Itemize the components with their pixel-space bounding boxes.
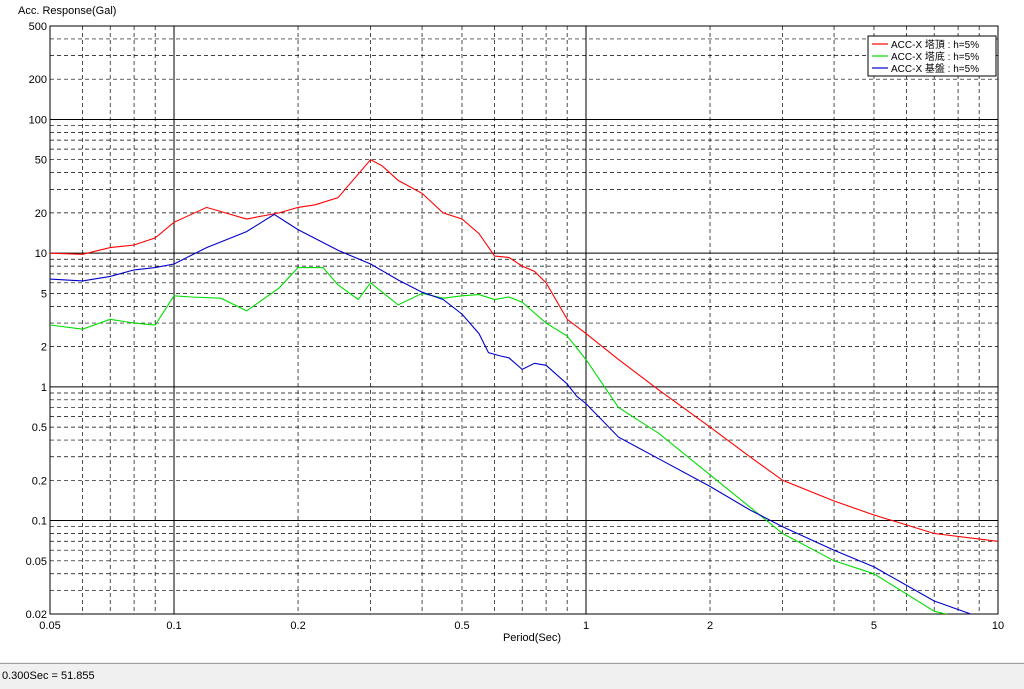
- y-axis-label: Acc. Response(Gal): [18, 5, 117, 17]
- plot-frame: [49, 25, 999, 615]
- x-axis-label: Period(Sec): [503, 632, 561, 644]
- x-tick-label: 1: [583, 620, 589, 632]
- y-tick-label: 500: [29, 21, 47, 33]
- x-tick-label: 5: [871, 620, 877, 632]
- series-line-2: [50, 213, 973, 614]
- legend-entry: ACC-X 塔頂 : h=5%: [891, 38, 979, 51]
- x-tick-label: 0.05: [39, 620, 60, 632]
- y-tick-label: 0.1: [32, 516, 47, 528]
- x-tick-label: 0.1: [166, 620, 181, 632]
- y-tick-label: 0.5: [32, 422, 47, 434]
- y-tick-label: 200: [29, 74, 47, 86]
- legend-box: [867, 35, 997, 77]
- legend-entry: ACC-X 塔底 : h=5%: [891, 50, 979, 63]
- status-bar: 0.300Sec = 51.855: [0, 663, 1024, 689]
- chart-area[interactable]: Acc. Response(Gal) 0.05 0.1 0.2 0.5 1 2 5 10 0.0…: [0, 0, 1024, 662]
- y-tick-label: 0.2: [32, 475, 47, 487]
- y-tick-label: 0.02: [26, 609, 47, 621]
- status-readout: 0.300Sec = 51.855: [2, 670, 95, 682]
- x-tick-label: 0.2: [290, 620, 305, 632]
- y-tick-label: 2: [41, 342, 47, 354]
- y-tick-label: 20: [35, 208, 47, 220]
- legend-entry: ACC-X 基盤 : h=5%: [891, 62, 979, 75]
- series-line-1: [50, 267, 949, 614]
- y-tick-label: 100: [29, 114, 47, 126]
- x-tick-label: 2: [707, 620, 713, 632]
- x-tick-label: 0.5: [454, 620, 469, 632]
- response-spectrum-chart[interactable]: 0.05 0.1 0.2 0.5 1 2 5 100.020.050.10.20.512510…: [0, 0, 1024, 662]
- y-tick-label: 0.05: [26, 556, 47, 568]
- y-tick-label: 10: [35, 248, 47, 260]
- y-tick-label: 1: [41, 382, 47, 394]
- y-tick-label: 50: [35, 155, 47, 167]
- x-tick-label: 10: [992, 620, 1004, 632]
- series-line-0: [50, 159, 998, 542]
- y-tick-label: 5: [41, 288, 47, 300]
